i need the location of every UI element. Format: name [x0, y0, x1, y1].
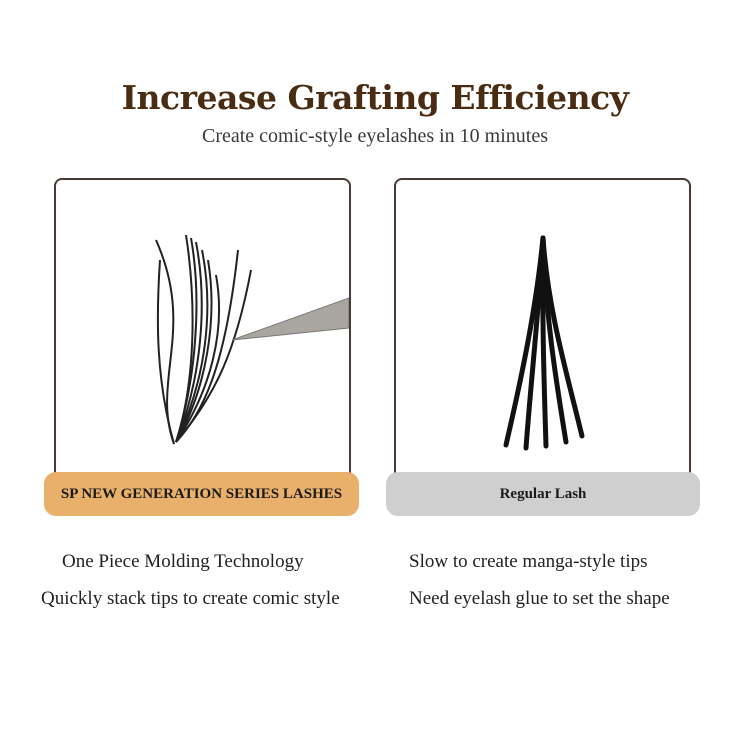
regular-lash-image-card [394, 178, 691, 482]
sp-feature-2: Quickly stack tips to create comic style [41, 588, 340, 609]
regular-feature-2: Need eyelash glue to set the shape [409, 588, 670, 609]
sp-lash-fan-with-tweezers-image [155, 234, 349, 445]
page-subtitle: Create comic-style eyelashes in 10 minut… [201, 125, 548, 147]
sp-lash-label-pill: SP NEW GENERATION SERIES LASHES [44, 472, 359, 516]
regular-feature-1: Slow to create manga-style tips [409, 551, 648, 572]
sp-lash-image-card [54, 178, 351, 482]
regular-lash-label-pill: Regular Lash [386, 472, 700, 516]
regular-lash-bundle-image [503, 235, 585, 451]
page-title: Increase Grafting Efficiency [121, 78, 629, 117]
sp-feature-1: One Piece Molding Technology [62, 551, 304, 572]
